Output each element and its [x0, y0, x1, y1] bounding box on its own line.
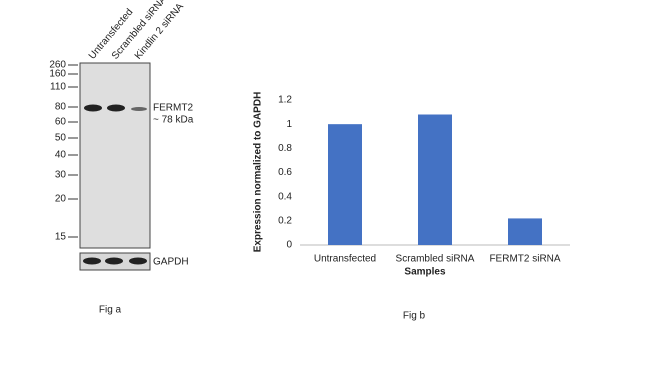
marker-label: 60 — [55, 117, 67, 128]
y-axis-label: Expression normalized to GAPDH — [253, 92, 264, 253]
bar — [508, 218, 542, 245]
y-tick-label: 0 — [286, 240, 292, 251]
y-tick-label: 1 — [286, 119, 292, 130]
band — [84, 104, 102, 112]
marker-label: 160 — [49, 69, 66, 80]
marker-label: 110 — [50, 82, 66, 93]
target-size: ~ 78 kDa — [153, 115, 194, 126]
caption: Fig a — [99, 305, 122, 316]
blot-membrane — [79, 62, 151, 249]
marker-label: 50 — [55, 133, 67, 144]
band — [105, 257, 123, 265]
marker-label: 40 — [55, 150, 67, 161]
target-label: FERMT2 — [153, 103, 193, 114]
y-tick-label: 0.8 — [278, 143, 292, 154]
x-tick-label: FERMT2 siRNA — [489, 254, 560, 265]
marker-label: 15 — [55, 232, 67, 243]
y-tick-label: 0.2 — [278, 215, 292, 226]
y-tick-label: 1.2 — [278, 95, 292, 106]
bar — [418, 114, 452, 245]
control-label: GAPDH — [153, 257, 189, 268]
caption: Fig b — [403, 311, 426, 322]
x-tick-label: Scrambled siRNA — [396, 254, 475, 265]
y-tick-label: 0.6 — [278, 167, 292, 178]
marker-label: 80 — [55, 102, 67, 113]
x-tick-label: Untransfected — [314, 254, 376, 265]
marker-label: 260 — [49, 60, 66, 71]
band — [83, 257, 101, 265]
band — [131, 107, 147, 111]
band — [129, 257, 147, 265]
marker-label: 30 — [55, 170, 67, 181]
band — [107, 104, 125, 112]
marker-label: 20 — [55, 194, 67, 205]
bar — [328, 124, 362, 245]
x-axis-label: Samples — [404, 267, 446, 278]
y-tick-label: 0.4 — [278, 191, 292, 202]
